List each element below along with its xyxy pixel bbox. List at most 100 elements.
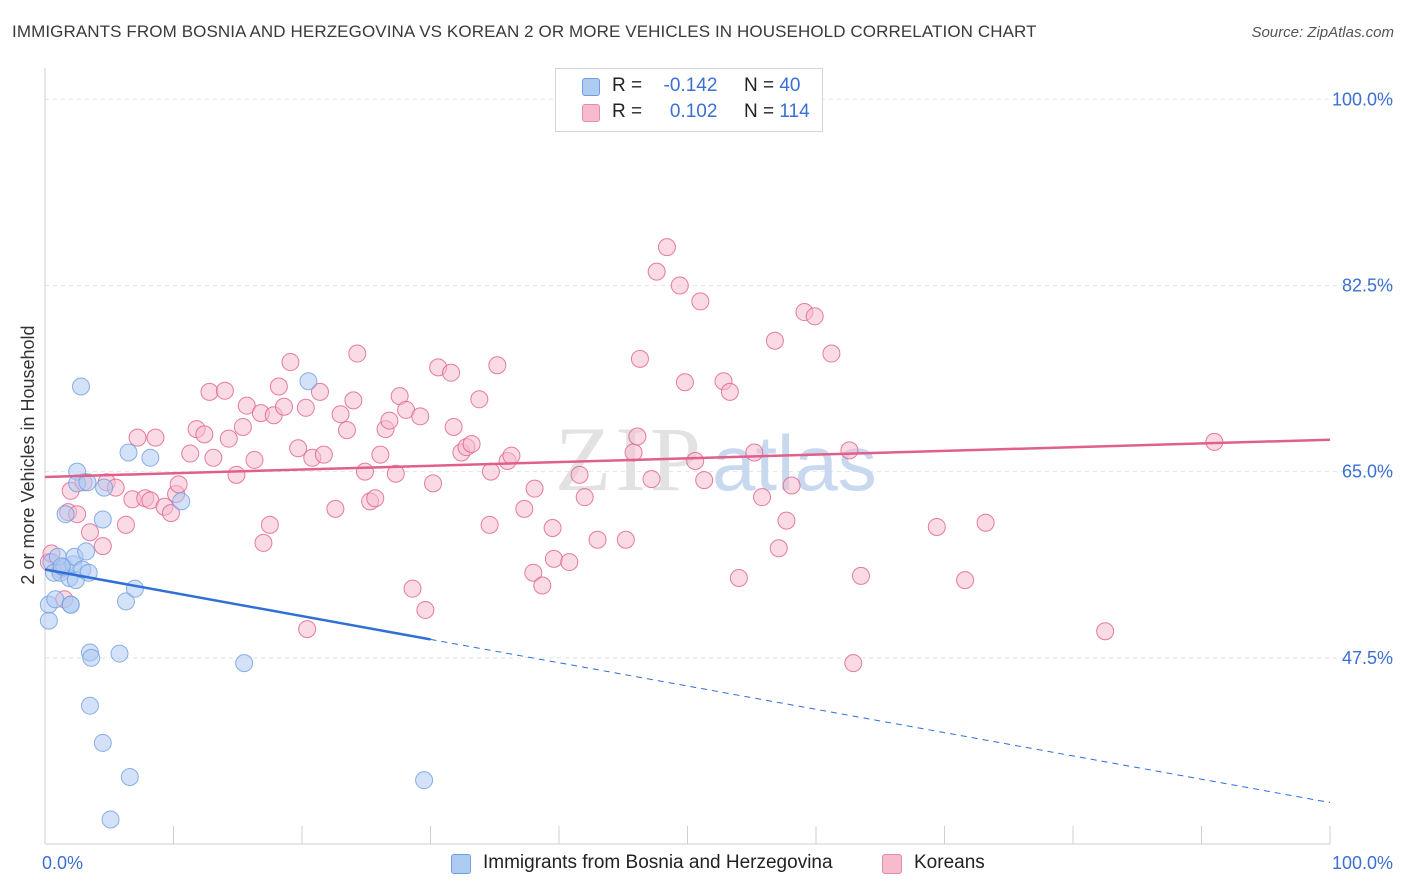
korean-point: [544, 549, 563, 568]
axes: [44, 68, 1331, 845]
korean-point: [525, 479, 544, 498]
korean-point: [314, 445, 333, 464]
korean-point: [310, 382, 329, 401]
korean-point: [215, 381, 234, 400]
korean-point: [93, 537, 112, 556]
korean-point: [805, 307, 824, 326]
bosnia-point: [125, 579, 144, 598]
korean-point: [560, 553, 579, 572]
korean-trend-line: [44, 438, 1331, 479]
bosnia-trend-line: [44, 568, 431, 641]
korean-point: [927, 517, 946, 536]
bottom-legend-label-bosnia: Immigrants from Bosnia and Herzegovina: [483, 852, 833, 873]
korean-point: [840, 441, 859, 460]
bosnia-point: [415, 771, 434, 790]
chart-title: IMMIGRANTS FROM BOSNIA AND HERZEGOVINA V…: [12, 22, 1037, 41]
legend-r-value-bosnia: -0.142: [663, 75, 718, 96]
korean-point: [720, 382, 739, 401]
korean-point: [200, 382, 219, 401]
korean-point: [233, 417, 252, 436]
korean-point: [326, 499, 345, 518]
y-tick-label: 47.5%: [1342, 648, 1393, 668]
korean-point: [348, 344, 367, 363]
bosnia-point: [82, 648, 101, 667]
bosnia-point: [235, 654, 254, 673]
tick-labels: 47.5% 65.0% 82.5% 100.0% 0.0% 100.0%: [42, 89, 1393, 873]
korean-point: [777, 511, 796, 530]
y-axis-label: 2 or more Vehicles in Household: [18, 325, 38, 584]
korean-point: [337, 421, 356, 440]
korean-point: [296, 398, 315, 417]
bosnia-point: [61, 595, 80, 614]
x-tick-label-max: 100.0%: [1332, 853, 1393, 873]
korean-point: [543, 519, 562, 538]
korean-point: [686, 452, 705, 470]
trend-lines: [44, 438, 1331, 804]
legend-r-label: R =: [612, 101, 643, 122]
bosnia-point: [95, 478, 114, 497]
legend-swatch-bosnia: [582, 78, 600, 96]
korean-point: [769, 539, 788, 558]
bosnia-point: [56, 505, 75, 524]
y-tick-label: 65.0%: [1342, 462, 1393, 482]
korean-point: [628, 427, 647, 446]
korean-point: [424, 474, 443, 493]
korean-point: [480, 515, 499, 534]
korean-point: [298, 620, 317, 639]
legend-swatch-koreans: [582, 104, 600, 122]
korean-point: [765, 331, 784, 350]
korean-point: [281, 353, 300, 372]
korean-point: [647, 262, 666, 281]
bosnia-point: [299, 372, 318, 391]
korean-point: [675, 373, 694, 392]
korean-point: [254, 533, 273, 552]
y-tick-label: 82.5%: [1342, 275, 1393, 295]
bosnia-point: [116, 592, 135, 611]
korean-point: [670, 276, 689, 295]
korean-point: [695, 471, 714, 490]
korean-point: [116, 515, 135, 534]
korean-point: [630, 349, 649, 368]
legend-n-label: N =: [743, 75, 775, 96]
korean-point: [403, 579, 422, 598]
bosnia-point: [80, 696, 99, 715]
korean-point: [488, 356, 507, 375]
korean-point: [80, 523, 99, 542]
bosnia-point: [141, 448, 160, 467]
korean-point: [481, 462, 500, 481]
korean-point: [289, 439, 308, 458]
korean-point: [570, 465, 589, 484]
bosnia-point: [172, 492, 191, 511]
legend-n-value-koreans: 114: [779, 101, 810, 122]
korean-point: [181, 444, 200, 463]
legend-n-label: N =: [743, 101, 775, 122]
korean-point: [275, 397, 294, 416]
bosnia-point: [71, 377, 90, 396]
bottom-legend-label-koreans: Koreans: [914, 852, 985, 873]
korean-point: [844, 654, 863, 673]
bosnia-point: [101, 810, 120, 829]
korean-point: [822, 344, 841, 363]
bosnia-point: [39, 611, 58, 630]
korean-points: [39, 238, 1224, 673]
korean-point: [411, 407, 430, 426]
korean-point: [616, 530, 635, 549]
korean-point: [782, 476, 801, 495]
bosnia-point: [46, 590, 65, 609]
korean-point: [444, 417, 463, 436]
korean-point: [366, 489, 385, 508]
korean-point: [416, 600, 435, 619]
bosnia-point: [93, 733, 112, 752]
bosnia-point: [119, 443, 138, 462]
korean-point: [219, 429, 238, 448]
korean-point: [442, 363, 461, 382]
korean-point: [355, 462, 374, 481]
korean-point: [642, 470, 661, 489]
korean-point: [169, 475, 188, 494]
korean-point: [386, 464, 405, 483]
korean-point: [691, 292, 710, 311]
korean-point: [260, 515, 279, 534]
korean-point: [851, 566, 870, 585]
korean-point: [380, 411, 399, 430]
korean-point: [161, 504, 180, 523]
